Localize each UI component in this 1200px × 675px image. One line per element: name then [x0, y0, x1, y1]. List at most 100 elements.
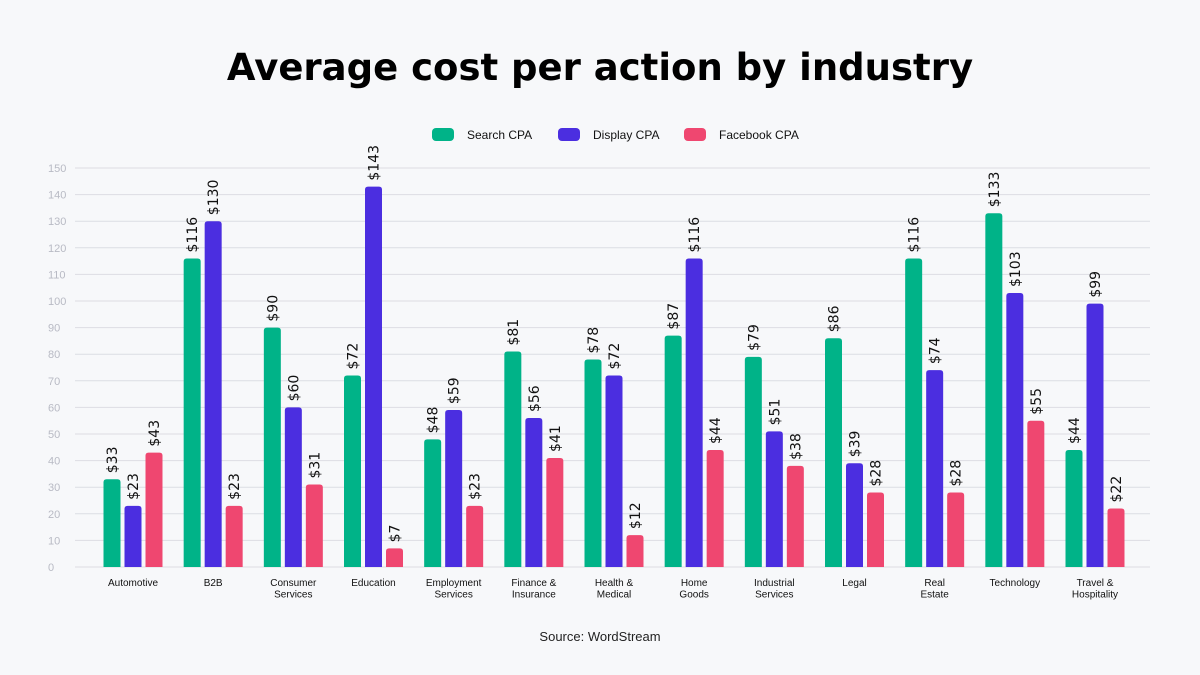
category-label: Automotive — [108, 578, 158, 589]
data-label: $86 — [827, 305, 843, 332]
bar — [825, 338, 842, 567]
bar — [263, 327, 281, 567]
bar — [947, 492, 965, 567]
legend: Search CPA Display CPA Facebook CPA — [432, 128, 799, 142]
category-label: Consumer — [270, 578, 317, 589]
bar — [445, 410, 463, 567]
data-label: $60 — [286, 375, 302, 402]
category-label: Technology — [990, 578, 1041, 589]
legend-label: Display CPA — [593, 128, 659, 142]
category-label: Industrial — [754, 578, 795, 589]
bar — [1027, 420, 1045, 567]
category-label: Insurance — [512, 590, 556, 601]
bar — [183, 258, 201, 567]
data-label: $39 — [848, 431, 864, 458]
data-label: $48 — [426, 407, 442, 434]
y-tick-label: 120 — [48, 243, 66, 255]
data-label: $38 — [788, 433, 804, 460]
y-tick-label: 20 — [48, 509, 60, 521]
data-label: $78 — [586, 327, 602, 354]
data-label: $72 — [346, 343, 362, 370]
data-label: $143 — [367, 145, 383, 181]
legend-swatch — [432, 128, 454, 141]
category-label: Health & — [595, 578, 634, 589]
category-labels: Automotive B2B Consumer Services Education Em… — [108, 578, 1118, 601]
y-tick-label: 50 — [48, 429, 60, 441]
data-label: $116 — [907, 217, 923, 253]
category-label: Services — [434, 590, 472, 601]
bar — [525, 418, 543, 567]
legend-swatch — [558, 128, 580, 141]
category-label: B2B — [204, 578, 223, 589]
y-tick-label: 140 — [48, 190, 66, 202]
y-tick-label: 30 — [48, 482, 60, 494]
data-label: $116 — [185, 217, 201, 253]
bar — [124, 505, 142, 567]
y-tick-label: 90 — [48, 323, 60, 335]
legend-swatch — [684, 128, 706, 141]
bar — [905, 258, 923, 567]
bar — [344, 375, 361, 567]
data-label: $23 — [468, 473, 484, 500]
category-label: Goods — [679, 590, 708, 601]
data-label: $12 — [628, 502, 644, 529]
bar — [204, 221, 222, 567]
bar — [985, 213, 1003, 567]
data-label: $87 — [666, 303, 682, 330]
bar — [466, 505, 484, 567]
category-label: Services — [755, 590, 793, 601]
category-label: Education — [351, 578, 395, 589]
data-label: $103 — [1008, 251, 1024, 287]
y-tick-label: 110 — [48, 269, 66, 281]
data-label: $44 — [708, 417, 724, 444]
y-tick-label: 100 — [48, 296, 66, 308]
data-label: $79 — [746, 324, 762, 351]
bar — [786, 465, 804, 567]
data-label: $23 — [126, 473, 142, 500]
data-label: $81 — [506, 319, 522, 346]
data-label: $74 — [928, 337, 944, 364]
data-label: $133 — [987, 172, 1003, 208]
source-note: Source: WordStream — [539, 629, 660, 644]
bar — [706, 449, 724, 567]
data-label: $7 — [388, 525, 404, 543]
bar — [145, 452, 163, 567]
bar — [765, 431, 783, 567]
bar — [626, 535, 644, 567]
y-tick-label: 10 — [48, 535, 60, 547]
y-tick-label: 70 — [48, 376, 60, 388]
y-tick-label: 0 — [48, 562, 54, 574]
data-label: $51 — [767, 399, 783, 426]
category-label: Legal — [842, 578, 866, 589]
category-label: Travel & — [1077, 578, 1114, 589]
data-label: $99 — [1088, 271, 1104, 298]
y-tick-label: 130 — [48, 216, 66, 228]
y-tick-label: 80 — [48, 349, 60, 361]
bar — [846, 463, 863, 567]
bar — [1086, 303, 1104, 567]
category-label: Home — [681, 578, 708, 589]
bar — [605, 375, 623, 567]
category-label: Employment — [426, 578, 482, 589]
data-label: $59 — [447, 377, 463, 404]
legend-label: Facebook CPA — [719, 128, 799, 142]
bar — [1006, 293, 1024, 567]
data-label: $28 — [869, 460, 885, 487]
data-label: $43 — [147, 420, 163, 447]
bar — [867, 492, 884, 567]
data-label: $31 — [307, 452, 323, 479]
chart-title: Average cost per action by industry — [227, 46, 973, 89]
bar — [744, 356, 762, 567]
data-label: $33 — [105, 446, 121, 473]
category-label: Hospitality — [1072, 590, 1118, 601]
legend-label: Search CPA — [467, 128, 532, 142]
y-tick-label: 150 — [48, 163, 66, 175]
bar — [664, 335, 682, 567]
y-tick-label: 60 — [48, 402, 60, 414]
category-label: Real — [924, 578, 945, 589]
bar — [365, 186, 382, 567]
bar — [305, 484, 323, 567]
data-label: $28 — [949, 460, 965, 487]
data-label: $55 — [1029, 388, 1045, 415]
